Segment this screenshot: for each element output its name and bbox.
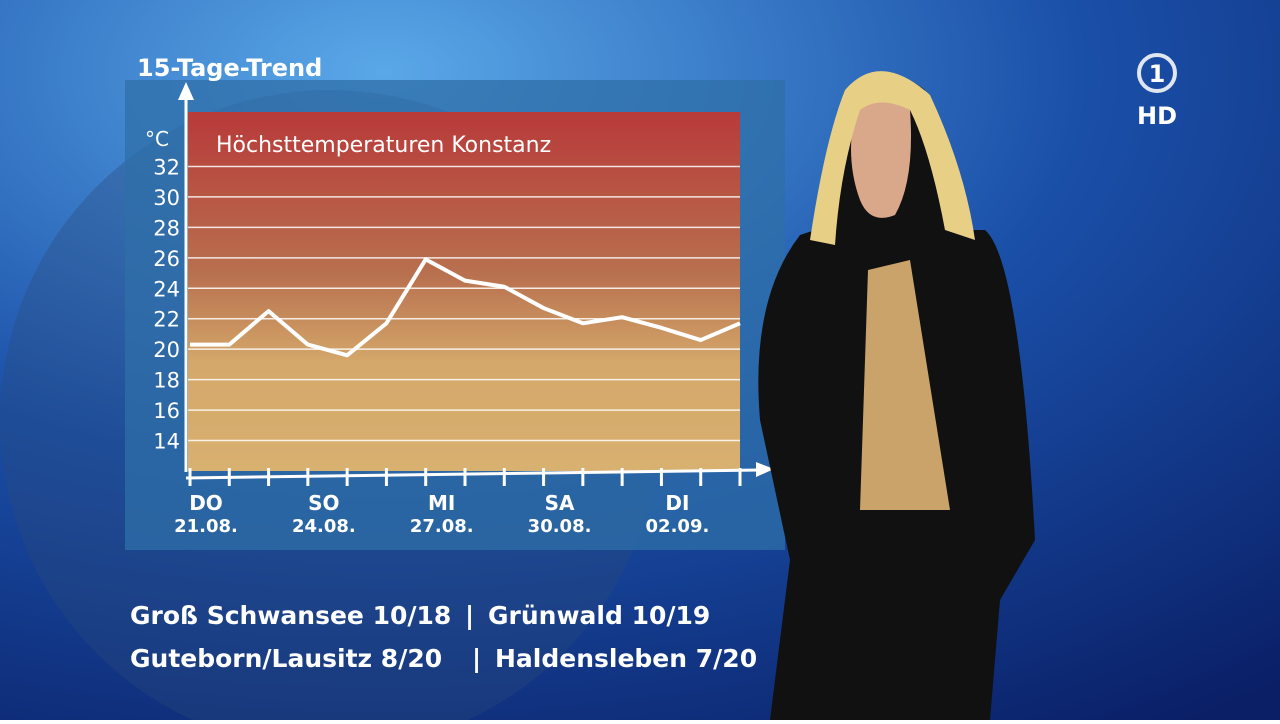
x-tick-label: DI (665, 491, 689, 515)
y-tick-label: 28 (153, 216, 180, 240)
x-tick-date: 30.08. (528, 516, 592, 537)
y-tick-label: 14 (153, 430, 180, 454)
x-tick-date: 27.08. (410, 516, 474, 537)
x-tick-date: 21.08. (174, 516, 238, 537)
x-tick-label: SA (545, 491, 575, 515)
chart-title: 15-Tage-Trend (137, 54, 322, 82)
y-tick-label: 32 (153, 155, 180, 179)
y-tick-label: 18 (153, 369, 180, 393)
y-tick-label: 26 (153, 247, 180, 271)
chart-subtitle: Höchsttemperaturen Konstanz (216, 133, 551, 158)
y-tick-label: 16 (153, 399, 180, 423)
chart: 15-Tage-Trend Höchsttemperaturen Konstan… (137, 54, 774, 537)
plot-area (188, 112, 740, 471)
station: Grünwald 10/19 (488, 601, 710, 630)
separator: | (465, 601, 474, 630)
y-tick-label: 30 (153, 186, 180, 210)
logo-text: HD (1137, 102, 1177, 130)
temperature-line (190, 257, 741, 358)
x-tick-date: 02.09. (646, 516, 710, 537)
logo: 1 HD (1137, 53, 1177, 130)
station: Haldensleben 7/20 (495, 644, 757, 673)
x-arrow (756, 462, 774, 477)
x-tick-date: 24.08. (292, 516, 356, 537)
station-list: Groß Schwansee 10/18 | Grünwald 10/19 Gu… (130, 601, 757, 673)
y-tick-label: 22 (153, 308, 180, 332)
y-arrow (178, 82, 194, 100)
separator: | (472, 644, 481, 673)
station: Guteborn/Lausitz 8/20 (130, 644, 442, 673)
station: Groß Schwansee 10/18 (130, 601, 451, 630)
x-axis (185, 468, 761, 480)
presenter (758, 71, 1035, 720)
y-tick-label: 20 (153, 338, 180, 362)
svg-text:1: 1 (1149, 60, 1166, 88)
x-tick-label: SO (308, 491, 339, 515)
y-axis-label: °C (145, 127, 169, 151)
x-tick-label: DO (189, 491, 223, 515)
y-tick-label: 24 (153, 277, 180, 301)
x-tick-label: MI (428, 491, 455, 515)
